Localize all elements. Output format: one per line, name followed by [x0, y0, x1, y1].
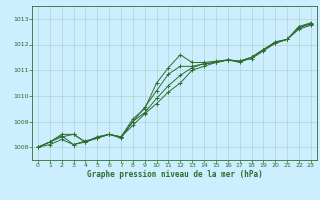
X-axis label: Graphe pression niveau de la mer (hPa): Graphe pression niveau de la mer (hPa): [86, 170, 262, 179]
